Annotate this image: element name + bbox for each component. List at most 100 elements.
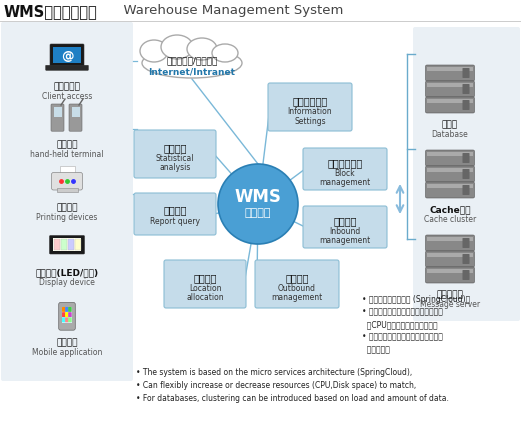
Text: • Can flexibly increase or decrease resources (CPU,Disk space) to match,: • Can flexibly increase or decrease reso… [136,380,416,389]
Text: allocation: allocation [186,293,224,302]
FancyBboxPatch shape [427,99,473,104]
Text: 报表查询: 报表查询 [163,204,187,215]
Text: 移动应用: 移动应用 [56,337,78,346]
Text: 手持终端: 手持终端 [56,140,78,149]
FancyBboxPatch shape [427,237,473,242]
FancyBboxPatch shape [426,82,475,98]
Text: Location: Location [189,284,221,293]
FancyBboxPatch shape [53,239,81,251]
Text: 统计分析: 统计分析 [163,143,187,153]
FancyBboxPatch shape [427,67,473,72]
Text: Client access: Client access [42,92,92,101]
Text: Cache cluster: Cache cluster [424,215,476,224]
Ellipse shape [212,45,238,63]
FancyBboxPatch shape [60,239,67,250]
FancyBboxPatch shape [68,318,72,322]
Text: Warehouse Management System: Warehouse Management System [115,4,343,17]
Text: hand-held terminal: hand-held terminal [30,150,104,158]
FancyBboxPatch shape [268,84,352,132]
FancyBboxPatch shape [164,260,246,308]
FancyBboxPatch shape [427,269,473,273]
FancyBboxPatch shape [463,85,469,95]
FancyBboxPatch shape [65,312,69,317]
Text: analysis: analysis [159,163,191,172]
FancyBboxPatch shape [54,108,61,118]
Text: 出库管理: 出库管理 [286,272,309,282]
Text: 消息服务器: 消息服务器 [437,289,464,298]
FancyBboxPatch shape [68,307,72,312]
Text: 统一的访问/认证入口: 统一的访问/认证入口 [166,56,218,65]
Text: 打印设备: 打印设备 [56,202,78,211]
FancyBboxPatch shape [49,236,84,254]
FancyBboxPatch shape [463,69,469,79]
Text: 仓库区位管理: 仓库区位管理 [327,158,363,167]
Text: 客户端访问: 客户端访问 [54,82,80,91]
FancyBboxPatch shape [413,28,520,321]
Text: 基本信息设置: 基本信息设置 [292,96,328,106]
FancyBboxPatch shape [53,47,81,63]
FancyBboxPatch shape [426,151,475,167]
Text: management: management [319,236,370,245]
Text: 库位调拨: 库位调拨 [193,272,217,282]
FancyBboxPatch shape [303,149,387,190]
FancyBboxPatch shape [52,173,82,190]
FancyBboxPatch shape [426,167,475,183]
FancyBboxPatch shape [134,193,216,236]
Text: management: management [271,293,322,302]
Ellipse shape [142,49,242,79]
FancyBboxPatch shape [50,45,84,68]
Text: Message server: Message server [420,299,480,308]
Text: Database: Database [431,130,468,139]
FancyBboxPatch shape [65,318,69,322]
Text: WMS: WMS [234,187,281,205]
Text: Statistical: Statistical [156,154,194,163]
FancyBboxPatch shape [427,184,473,189]
FancyBboxPatch shape [255,260,339,308]
Text: • 系统基于微服务架构 (SpringCloud)，: • 系统基于微服务架构 (SpringCloud)， [362,294,470,303]
FancyBboxPatch shape [463,154,469,164]
FancyBboxPatch shape [59,166,75,173]
FancyBboxPatch shape [427,152,473,157]
FancyBboxPatch shape [463,186,469,196]
FancyBboxPatch shape [463,170,469,180]
Text: Display device: Display device [39,277,95,286]
Text: • 对于数据库，可根据负载及数据量，: • 对于数据库，可根据负载及数据量， [362,332,443,341]
FancyBboxPatch shape [69,105,82,132]
FancyBboxPatch shape [54,239,60,250]
FancyBboxPatch shape [46,66,88,71]
Text: 引入集群，: 引入集群， [362,344,390,353]
FancyBboxPatch shape [427,83,473,88]
FancyBboxPatch shape [59,303,76,331]
Text: （CPU、磁盘空间）进行匹配，: （CPU、磁盘空间）进行匹配， [362,319,438,328]
FancyBboxPatch shape [426,251,475,268]
Text: Outbound: Outbound [278,284,316,293]
FancyBboxPatch shape [303,207,387,248]
FancyBboxPatch shape [463,101,469,111]
Text: Block: Block [334,169,355,178]
Text: WMS仓储管理系统: WMS仓储管理系统 [4,4,98,19]
FancyBboxPatch shape [426,66,475,82]
FancyBboxPatch shape [62,307,66,312]
FancyBboxPatch shape [51,105,64,132]
FancyBboxPatch shape [71,108,80,118]
Ellipse shape [140,41,168,63]
Text: • For databases, clustering can be introduced based on load and amount of data.: • For databases, clustering can be intro… [136,393,449,402]
Text: 入库管理: 入库管理 [333,216,357,225]
Text: Internet/Intranet: Internet/Intranet [148,67,235,76]
FancyBboxPatch shape [426,236,475,251]
Text: Inbound: Inbound [329,227,361,236]
Text: Report query: Report query [150,217,200,226]
FancyBboxPatch shape [62,318,66,322]
FancyBboxPatch shape [426,183,475,199]
FancyBboxPatch shape [62,312,66,317]
FancyBboxPatch shape [68,312,72,317]
Text: Printing devices: Printing devices [36,213,98,222]
Text: • The system is based on the micro services architecture (SpringCloud),: • The system is based on the micro servi… [136,367,412,376]
FancyBboxPatch shape [1,23,133,381]
Text: management: management [319,178,370,187]
FancyBboxPatch shape [463,254,469,265]
Text: 数据库: 数据库 [442,120,458,129]
Text: Mobile application: Mobile application [32,347,102,356]
Text: @: @ [61,50,73,63]
Text: Cache集群: Cache集群 [429,204,471,213]
